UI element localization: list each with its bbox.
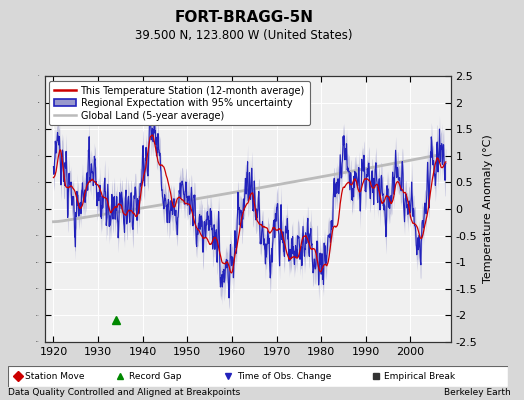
Text: 39.500 N, 123.800 W (United States): 39.500 N, 123.800 W (United States) <box>135 29 353 42</box>
Text: Station Move: Station Move <box>25 372 85 381</box>
Legend: This Temperature Station (12-month average), Regional Expectation with 95% uncer: This Temperature Station (12-month avera… <box>49 81 310 126</box>
Text: Data Quality Controlled and Aligned at Breakpoints: Data Quality Controlled and Aligned at B… <box>8 388 240 397</box>
Text: Record Gap: Record Gap <box>129 372 181 381</box>
FancyBboxPatch shape <box>8 366 508 387</box>
Text: Berkeley Earth: Berkeley Earth <box>444 388 511 397</box>
Y-axis label: Temperature Anomaly (°C): Temperature Anomaly (°C) <box>483 135 493 283</box>
Text: Empirical Break: Empirical Break <box>384 372 455 381</box>
Text: Time of Obs. Change: Time of Obs. Change <box>237 372 331 381</box>
Text: FORT-BRAGG-5N: FORT-BRAGG-5N <box>174 10 313 26</box>
